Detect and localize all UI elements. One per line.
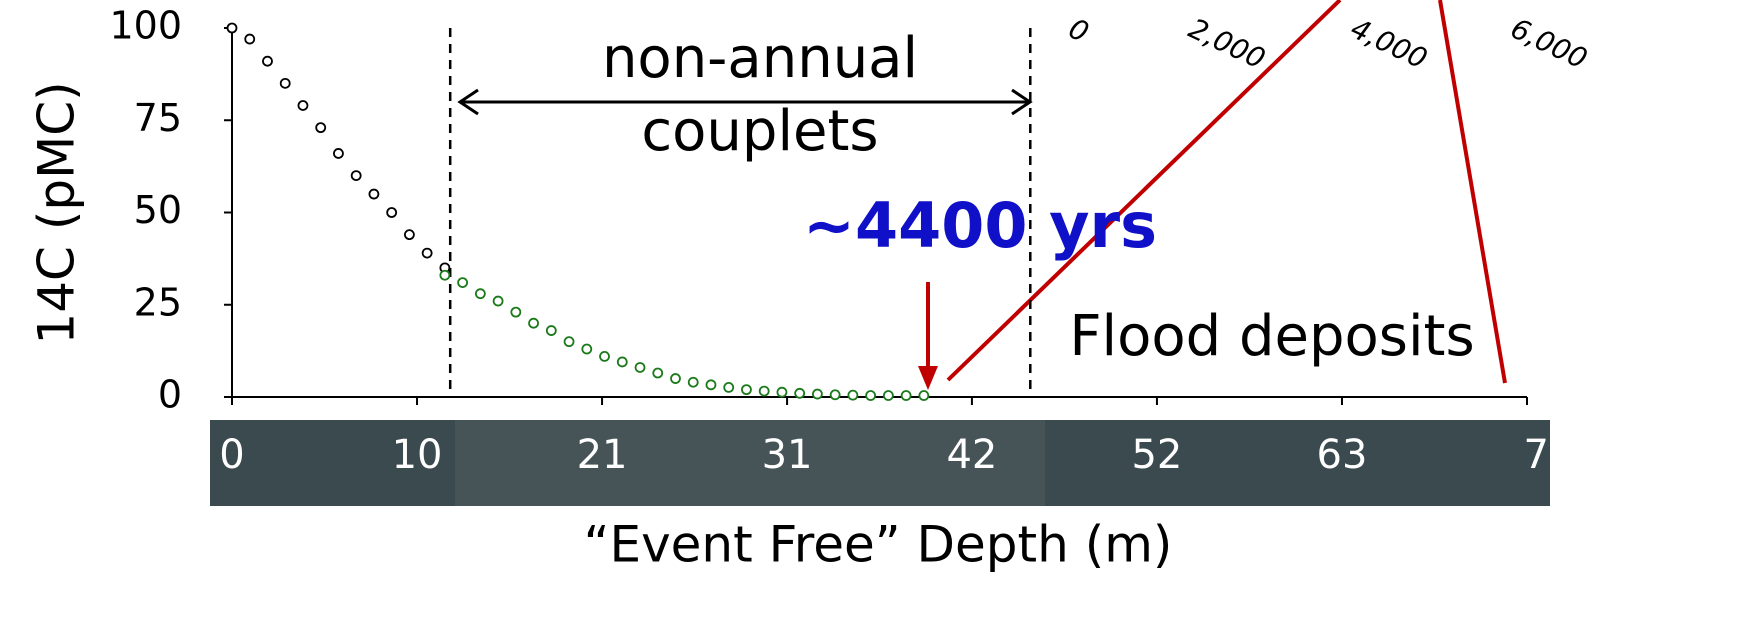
data-point xyxy=(794,387,806,399)
data-point xyxy=(634,362,646,373)
arrow-head xyxy=(1011,88,1033,116)
data-point xyxy=(510,306,522,318)
x-tick-label: 0 xyxy=(219,432,244,478)
y-axis-label: 14C (pMC) xyxy=(28,81,86,344)
x-tick-label: 21 xyxy=(577,432,628,478)
core-image xyxy=(455,420,1045,506)
data-point xyxy=(545,325,557,336)
annotation: couplets xyxy=(641,99,878,164)
data-point xyxy=(279,77,291,89)
red-arrow-head xyxy=(918,366,938,390)
data-point xyxy=(599,351,610,362)
data-point xyxy=(758,385,770,397)
annotation: Flood deposits xyxy=(1069,304,1474,369)
data-point xyxy=(741,384,752,396)
data-point xyxy=(403,229,415,241)
overlay-label: 6,000 xyxy=(1506,12,1593,76)
data-point xyxy=(492,295,504,307)
data-point xyxy=(297,100,309,111)
overlay-label: 0 xyxy=(1064,12,1094,49)
annotation: non-annual xyxy=(602,26,918,91)
data-point xyxy=(226,22,238,34)
data-point xyxy=(581,343,593,355)
data-point xyxy=(528,317,539,329)
data-point xyxy=(439,269,451,281)
data-point xyxy=(563,336,575,348)
data-point xyxy=(652,367,664,379)
data-point xyxy=(333,148,344,159)
data-point xyxy=(776,386,788,398)
data-point xyxy=(882,390,894,401)
x-tick-label: 10 xyxy=(392,432,443,478)
y-tick-label: 25 xyxy=(134,280,182,324)
data-point xyxy=(705,379,717,391)
annotation: ~4400 yrs xyxy=(803,189,1157,262)
x-tick-label: 42 xyxy=(946,432,997,478)
x-tick-label: 73 xyxy=(1524,432,1575,478)
data-point xyxy=(616,356,628,368)
overlay-label: 2,000 xyxy=(1184,12,1271,76)
data-point xyxy=(421,247,433,259)
data-point xyxy=(865,390,877,401)
x-tick-label: 31 xyxy=(762,432,813,478)
data-point xyxy=(386,207,398,218)
y-tick-label: 100 xyxy=(109,4,182,48)
data-point xyxy=(350,170,362,182)
data-point xyxy=(687,376,699,388)
data-point xyxy=(918,390,930,401)
x-axis-label: “Event Free” Depth (m) xyxy=(584,516,1173,574)
data-point xyxy=(847,389,859,401)
data-point xyxy=(900,390,912,401)
data-point xyxy=(670,373,681,384)
data-point xyxy=(262,55,273,67)
data-point xyxy=(474,288,486,300)
overlay-label: 4,000 xyxy=(1346,12,1433,76)
overlay-line xyxy=(1438,0,1507,384)
data-point xyxy=(723,382,735,393)
x-tick-label: 52 xyxy=(1131,432,1182,478)
data-point xyxy=(812,388,823,400)
data-point xyxy=(368,188,380,200)
data-point xyxy=(244,33,256,45)
data-point xyxy=(829,389,841,401)
data-point xyxy=(315,122,327,134)
overlay-line xyxy=(946,0,1342,382)
x-tick-label: 63 xyxy=(1317,432,1368,478)
y-tick-label: 75 xyxy=(134,96,182,140)
y-tick-label: 50 xyxy=(134,188,182,232)
y-tick-label: 0 xyxy=(158,373,182,417)
data-point xyxy=(457,277,469,289)
arrow-head xyxy=(457,88,479,116)
